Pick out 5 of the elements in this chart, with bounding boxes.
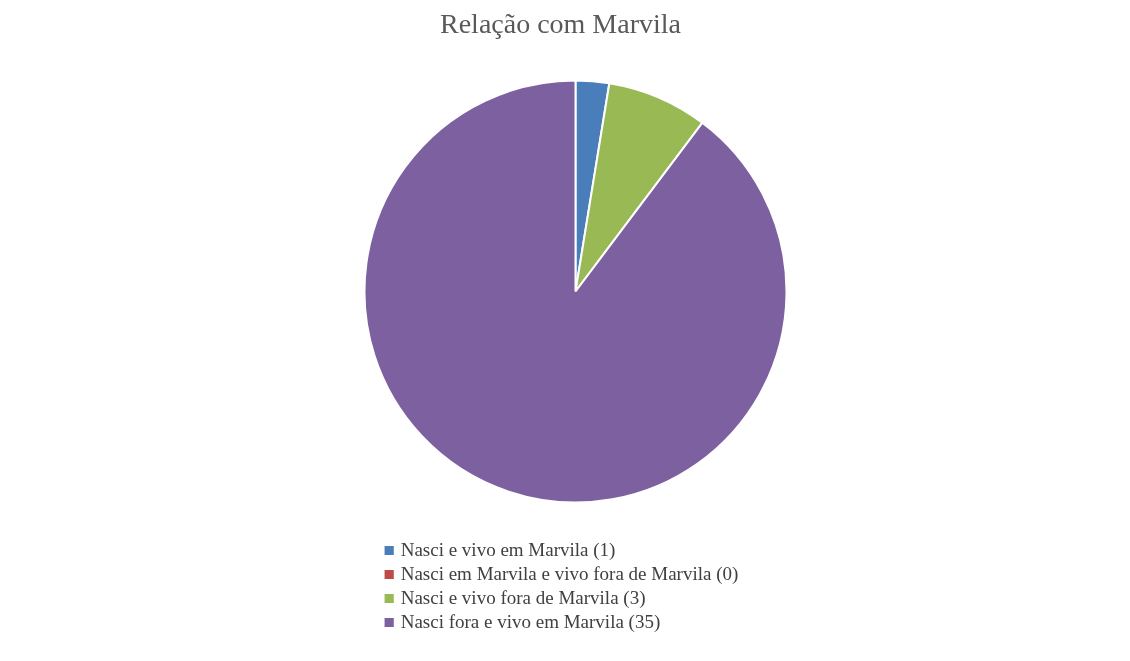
legend-label: Nasci em Marvila e vivo fora de Marvila (0) [400, 563, 739, 585]
legend-label: Nasci fora e vivo em Marvila (35) [400, 611, 661, 633]
legend-label: Nasci e vivo em Marvila (1) [400, 539, 616, 561]
legend-label: Nasci e vivo fora de Marvila (3) [400, 587, 646, 609]
chart-title: Relação com Marvila [440, 7, 682, 39]
